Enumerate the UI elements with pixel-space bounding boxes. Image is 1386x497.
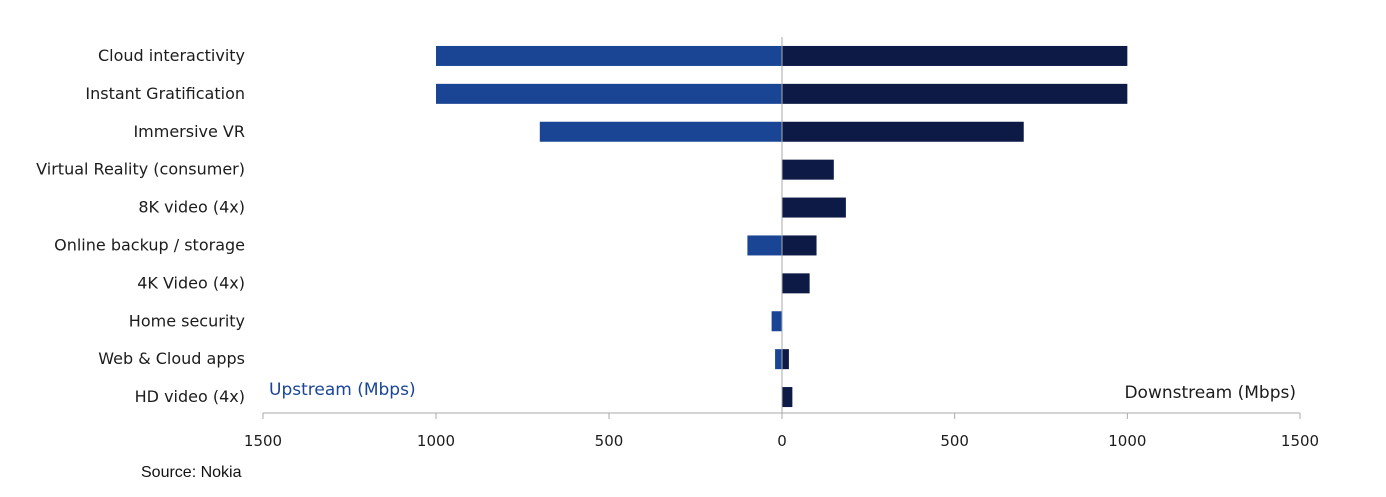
source-note: Source: Nokia	[141, 464, 242, 481]
category-label-hd-video-4x: HD video (4x)	[135, 387, 245, 406]
downstream-bar-virtual-reality-consumer	[782, 159, 834, 180]
x-tick-label: 1000	[1108, 432, 1146, 450]
upstream-bar-online-backup-storage	[747, 235, 782, 256]
upstream-bar-immersive-vr	[539, 121, 782, 142]
category-label-online-backup-storage: Online backup / storage	[54, 235, 245, 254]
x-tick-label: 1500	[1281, 432, 1319, 450]
category-label-4k-video-4x: 4K Video (4x)	[137, 273, 245, 292]
downstream-label: Downstream (Mbps)	[1124, 383, 1296, 403]
category-label-home-security: Home security	[129, 311, 245, 330]
x-tick-label: 1500	[244, 432, 282, 450]
category-label-8k-video-4x: 8K video (4x)	[138, 198, 245, 217]
x-tick-label: 500	[940, 432, 969, 450]
x-tick-label: 0	[777, 432, 787, 450]
downstream-bar-online-backup-storage	[782, 235, 817, 256]
downstream-bar-cloud-interactivity	[782, 45, 1128, 66]
x-tick-label: 1000	[417, 432, 455, 450]
bars-group	[436, 45, 1128, 408]
upstream-bar-instant-gratification	[436, 83, 782, 104]
x-axis: 1500 1000 500 0 500 1000 1500	[244, 37, 1319, 450]
upstream-bar-cloud-interactivity	[436, 45, 782, 66]
category-label-cloud-interactivity: Cloud interactivity	[98, 46, 245, 65]
category-labels: Cloud interactivity Instant Gratification…	[36, 46, 245, 406]
upstream-bar-web-cloud-apps	[775, 349, 782, 370]
upstream-label: Upstream (Mbps)	[269, 380, 416, 400]
x-tick-label: 500	[595, 432, 624, 450]
category-label-web-cloud-apps: Web & Cloud apps	[98, 349, 245, 368]
category-label-instant-gratification: Instant Gratification	[85, 84, 245, 103]
category-label-virtual-reality-consumer: Virtual Reality (consumer)	[36, 160, 245, 179]
downstream-bar-hd-video-4x	[782, 387, 793, 408]
downstream-bar-instant-gratification	[782, 83, 1128, 104]
downstream-bar-4k-video-4x	[782, 273, 810, 294]
upstream-bar-home-security	[771, 311, 782, 332]
downstream-bar-8k-video-4x	[782, 197, 846, 218]
downstream-bar-web-cloud-apps	[782, 349, 789, 370]
category-label-immersive-vr: Immersive VR	[133, 122, 245, 141]
downstream-bar-immersive-vr	[782, 121, 1024, 142]
